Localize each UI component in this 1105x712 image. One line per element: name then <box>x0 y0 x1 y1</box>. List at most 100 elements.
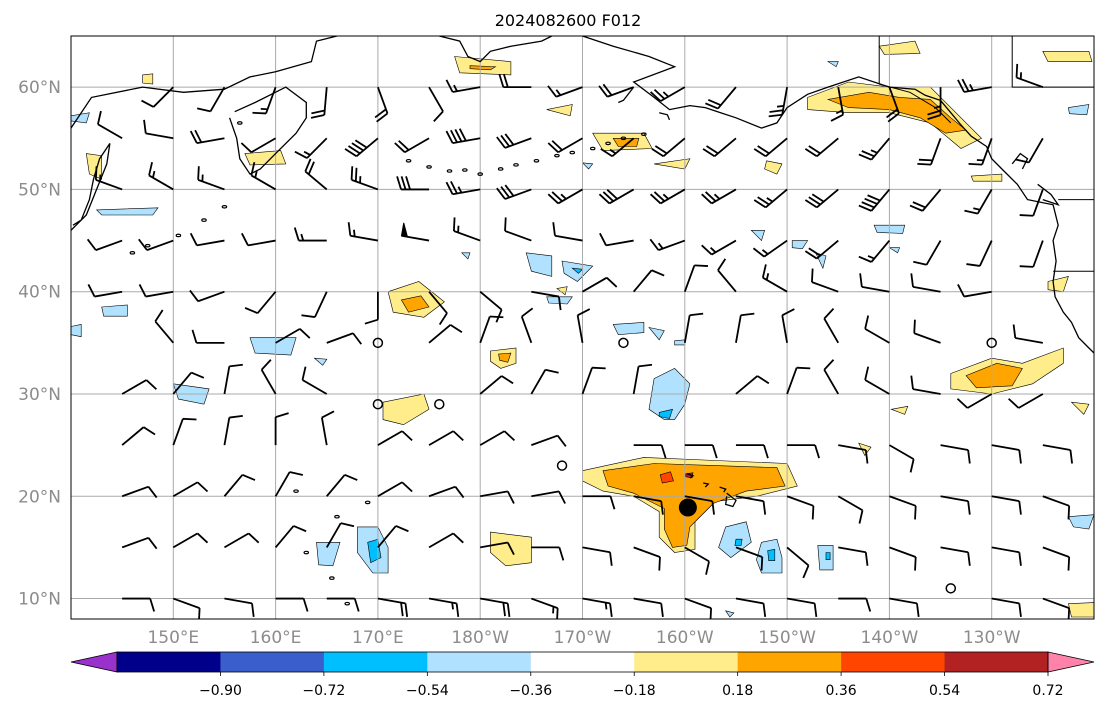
barb-flag <box>141 99 154 108</box>
barb-shaft <box>146 239 174 251</box>
barb-flag <box>344 473 358 481</box>
wind-barb <box>531 546 565 561</box>
barb-shaft <box>1015 337 1044 344</box>
barb-flag <box>138 284 147 297</box>
barb-shaft <box>197 290 225 303</box>
barb-shaft <box>632 269 653 293</box>
barb-shaft <box>557 188 583 205</box>
wind-barb <box>864 366 890 395</box>
wind-barb <box>148 161 174 191</box>
coastline <box>71 36 338 129</box>
barb-shaft <box>823 369 840 395</box>
wind-barb <box>479 430 516 446</box>
barb-flag <box>240 142 252 153</box>
barb-shaft <box>605 239 634 247</box>
barb-flag <box>145 379 157 390</box>
barb-flag <box>802 565 810 579</box>
wind-barb <box>1042 444 1073 464</box>
barb-shaft <box>870 137 891 161</box>
contour-fill <box>817 545 834 571</box>
barb-shaft <box>377 481 403 498</box>
barb-flag <box>768 113 783 118</box>
wind-barb <box>364 291 379 325</box>
barb-flag <box>506 542 515 556</box>
barb-shaft <box>479 291 503 311</box>
barb-flag <box>347 222 352 236</box>
barb-half-flag <box>152 170 156 178</box>
wind-barb <box>1008 393 1044 409</box>
barb-flag <box>1018 501 1022 515</box>
barb-shaft <box>684 546 710 563</box>
barb-flag <box>398 140 410 151</box>
wind-barb <box>1015 137 1044 164</box>
barb-flag <box>910 375 914 390</box>
barb-shaft <box>1028 137 1044 163</box>
coastline <box>71 143 111 231</box>
barb-flag <box>182 417 197 421</box>
barb-flag <box>405 176 411 190</box>
barb-flag <box>86 238 97 251</box>
barb-flag <box>489 315 504 319</box>
wind-barb <box>632 269 665 293</box>
island <box>426 165 432 169</box>
contour-fill <box>888 247 901 254</box>
barb-shaft <box>816 188 839 209</box>
wind-barb <box>189 232 225 247</box>
barb-shaft <box>428 291 448 314</box>
barb-flag <box>1018 603 1022 618</box>
barb-flag <box>1019 265 1034 268</box>
wind-barb <box>910 375 941 395</box>
barb-flag <box>761 264 767 278</box>
wind-barb <box>154 309 174 344</box>
wind-barb <box>241 232 276 247</box>
barb-flag <box>649 91 662 102</box>
barb-flag <box>864 197 878 205</box>
colorbar-tick-label: −0.54 <box>406 683 449 699</box>
barb-shaft <box>223 532 250 549</box>
wind-barb <box>547 188 583 205</box>
barb-shaft <box>1032 189 1044 217</box>
barb-shaft <box>786 367 798 395</box>
barb-shaft <box>576 315 584 343</box>
barb-flag <box>551 140 563 151</box>
barb-shaft <box>660 188 686 205</box>
wind-barb <box>576 308 591 343</box>
wind-barb <box>244 291 277 314</box>
barb-flag <box>577 308 591 317</box>
wind-barb <box>858 188 891 212</box>
barb-shaft <box>889 546 917 558</box>
barb-shaft <box>97 123 123 140</box>
barb-flag <box>147 486 158 499</box>
barb-shaft <box>811 281 839 293</box>
contour-fill <box>826 61 839 68</box>
barb-flag <box>504 217 507 232</box>
barb-shaft <box>479 430 505 446</box>
barb-flag <box>452 217 456 232</box>
calm-circles <box>372 337 997 594</box>
wind-barb <box>599 232 634 247</box>
wind-barb <box>172 371 205 395</box>
barb-flag <box>592 366 606 370</box>
contour-fill <box>454 56 512 76</box>
barb-flag <box>455 603 460 618</box>
barb-shaft <box>504 188 532 200</box>
barb-shaft <box>480 490 508 498</box>
island <box>477 172 484 176</box>
wind-barb <box>838 444 869 464</box>
wind-barb <box>683 264 709 293</box>
colorbar-tick-label: 0.18 <box>722 683 753 699</box>
barb-shaft <box>1042 597 1070 609</box>
colorbar-tick-label: −0.90 <box>199 683 242 699</box>
barb-flag <box>504 133 515 146</box>
barb-flag <box>927 109 941 116</box>
barb-shaft <box>717 269 737 293</box>
us-canada-border <box>879 83 952 124</box>
barb-flag <box>909 458 915 473</box>
barb-flag <box>763 444 769 459</box>
barb-flag <box>445 79 454 93</box>
barb-shaft <box>940 444 969 451</box>
barb-flag <box>711 444 718 459</box>
barb-flag <box>660 501 664 515</box>
barb-half-flag <box>657 242 664 250</box>
barb-shaft <box>223 474 244 497</box>
